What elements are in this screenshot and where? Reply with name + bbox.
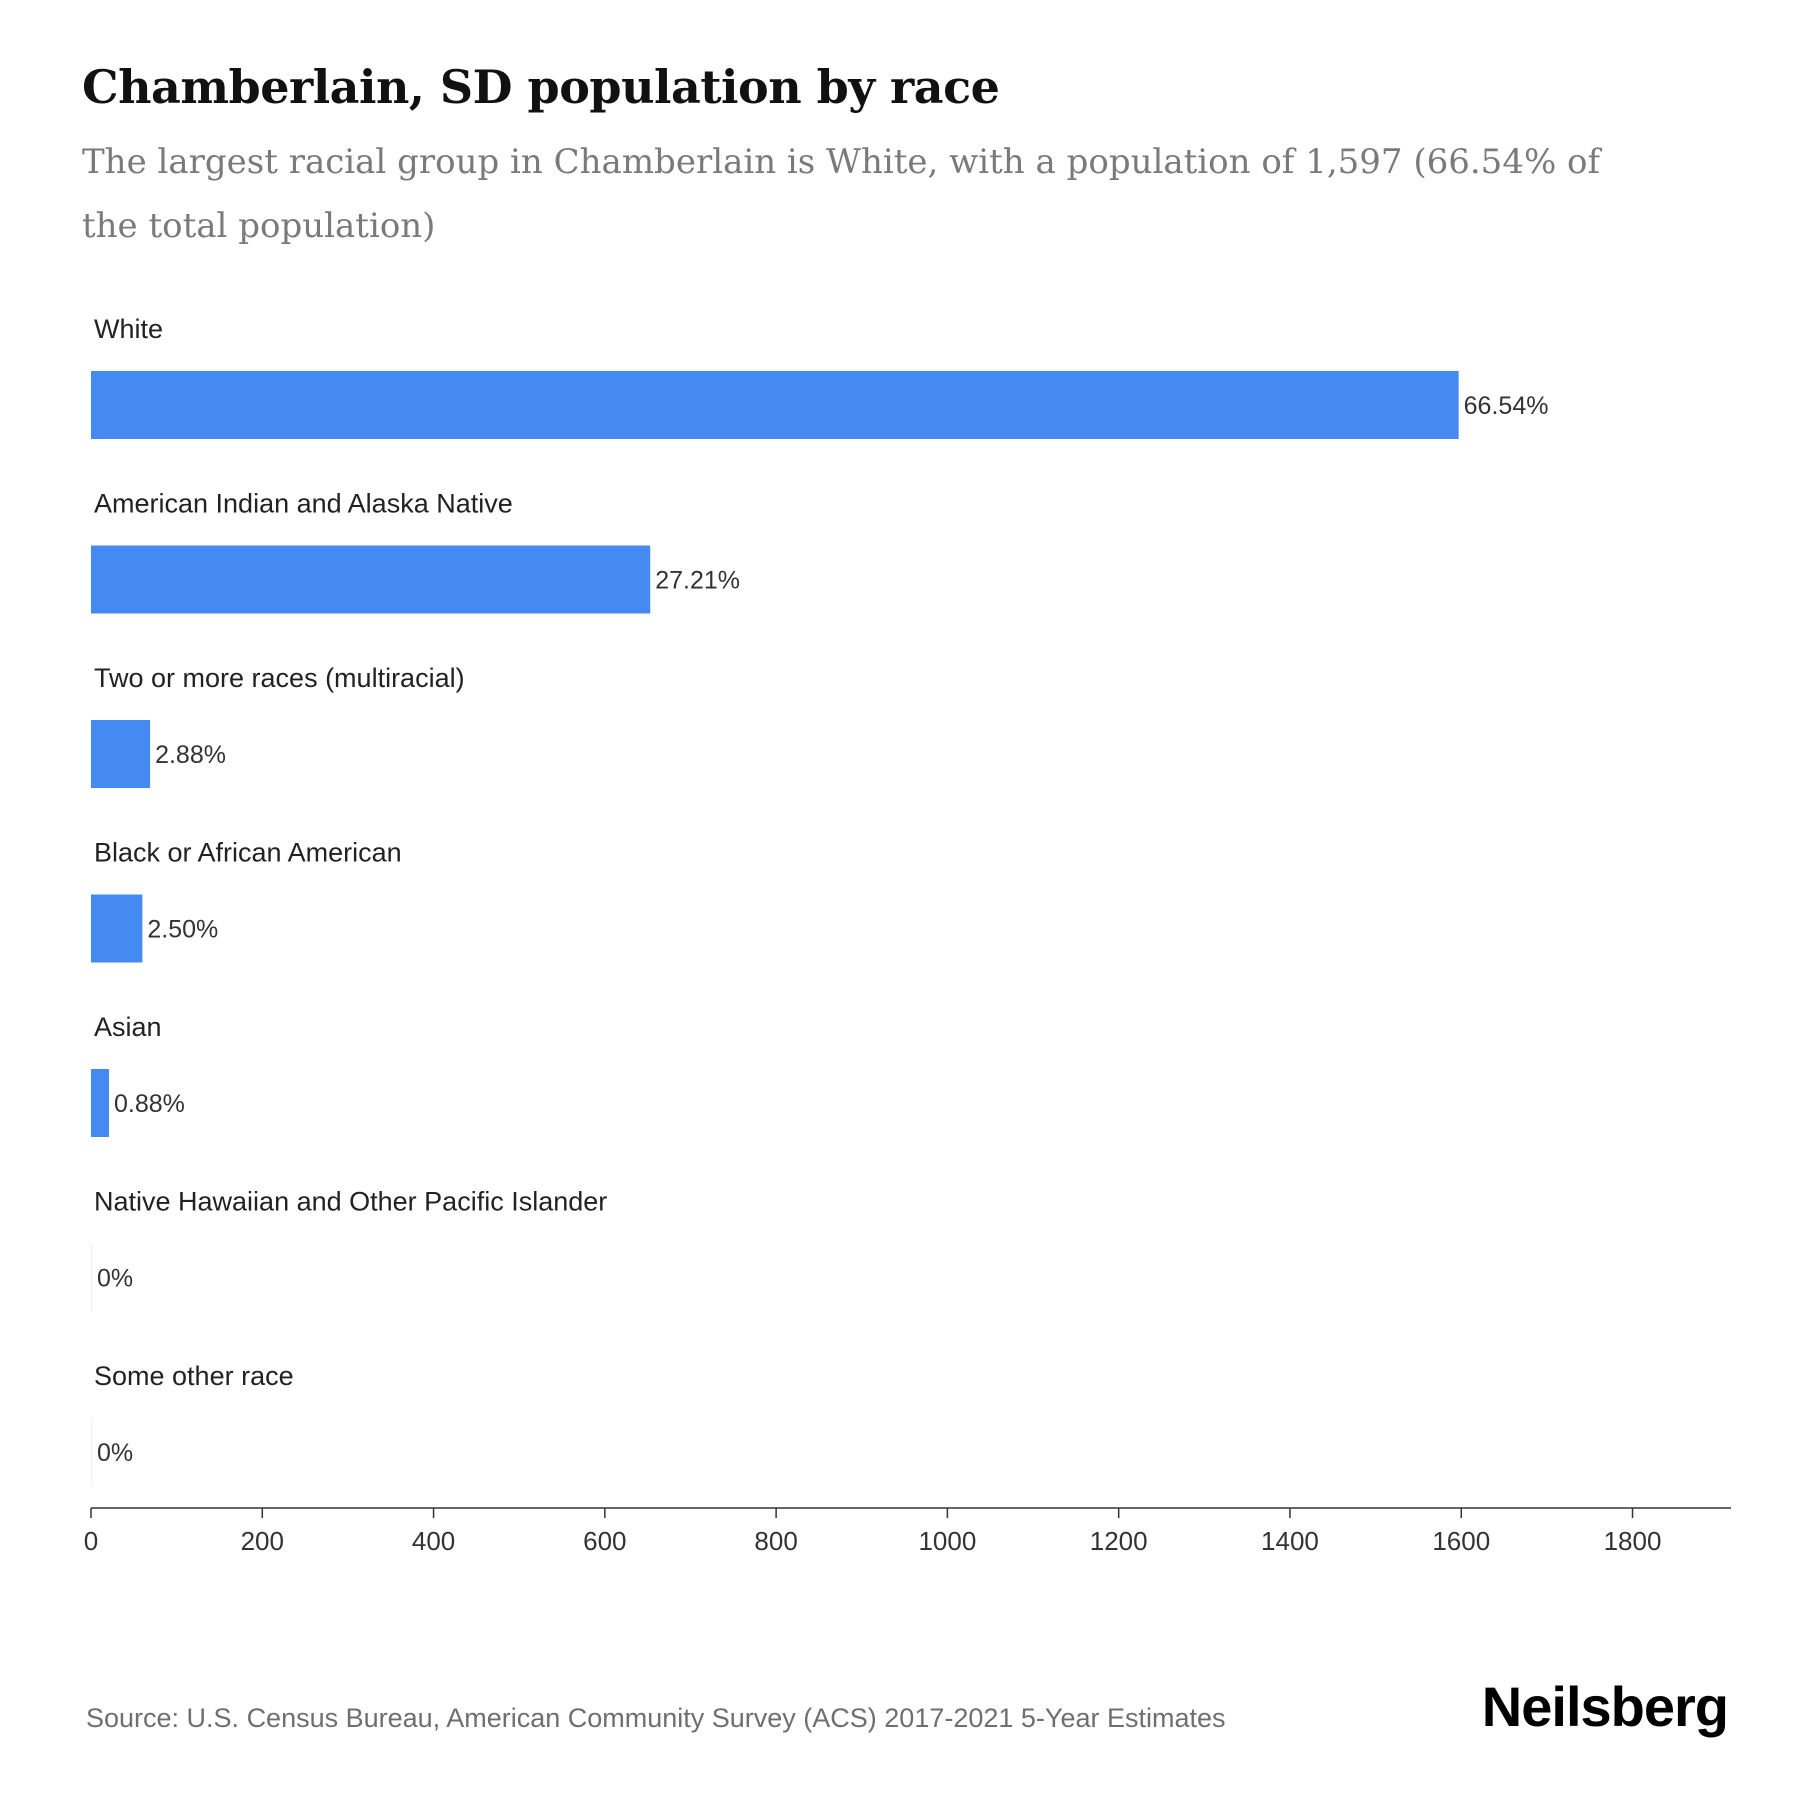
x-tick-label: 0 [84, 1526, 98, 1556]
x-tick-label: 1800 [1604, 1526, 1662, 1556]
bars-layer: White 66.54% American Indian and Alaska Na… [91, 314, 1548, 1486]
category-label: Native Hawaiian and Other Pacific Island… [94, 1187, 607, 1217]
category-label: American Indian and Alaska Native [94, 489, 513, 519]
data-label: 66.54% [1464, 392, 1549, 420]
bar [91, 720, 151, 788]
x-axis: 0 200 400 600 800 1000 1200 1400 1600 1800 [84, 1507, 1731, 1556]
x-tick-label: 400 [412, 1526, 455, 1556]
category-label: White [94, 314, 163, 344]
bar [91, 894, 143, 963]
bar [91, 1243, 92, 1312]
x-tick-label: 1600 [1432, 1526, 1490, 1556]
chart-subtitle: The largest racial group in Chamberlain … [82, 142, 1601, 246]
category-label: Some other race [94, 1361, 294, 1391]
brand-logo: Neilsberg [1481, 1675, 1729, 1738]
data-label: 0% [97, 1439, 133, 1467]
data-label: 0% [97, 1265, 133, 1293]
category-label: Black or African American [94, 838, 402, 868]
bar [91, 545, 651, 614]
category-label: Asian [94, 1012, 162, 1042]
x-tick-label: 1200 [1090, 1526, 1148, 1556]
category-label: Two or more races (multiracial) [94, 663, 465, 693]
x-tick-label: 600 [583, 1526, 626, 1556]
bar [91, 371, 1459, 439]
data-label: 2.88% [155, 741, 226, 769]
chart-title: Chamberlain, SD population by race [82, 60, 1000, 114]
bar [91, 1418, 92, 1486]
data-label: 0.88% [114, 1090, 185, 1118]
data-label: 27.21% [655, 567, 740, 595]
source-note: Source: U.S. Census Bureau, American Com… [86, 1703, 1226, 1733]
x-tick-label: 1400 [1261, 1526, 1319, 1556]
x-tick-label: 800 [754, 1526, 797, 1556]
bar [91, 1069, 109, 1137]
data-label: 2.50% [147, 916, 218, 944]
x-tick-label: 200 [241, 1526, 284, 1556]
x-tick-label: 1000 [918, 1526, 976, 1556]
